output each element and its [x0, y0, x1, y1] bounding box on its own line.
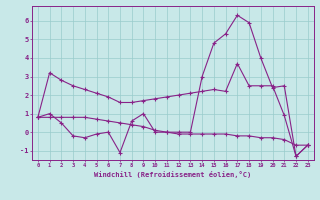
X-axis label: Windchill (Refroidissement éolien,°C): Windchill (Refroidissement éolien,°C) — [94, 171, 252, 178]
